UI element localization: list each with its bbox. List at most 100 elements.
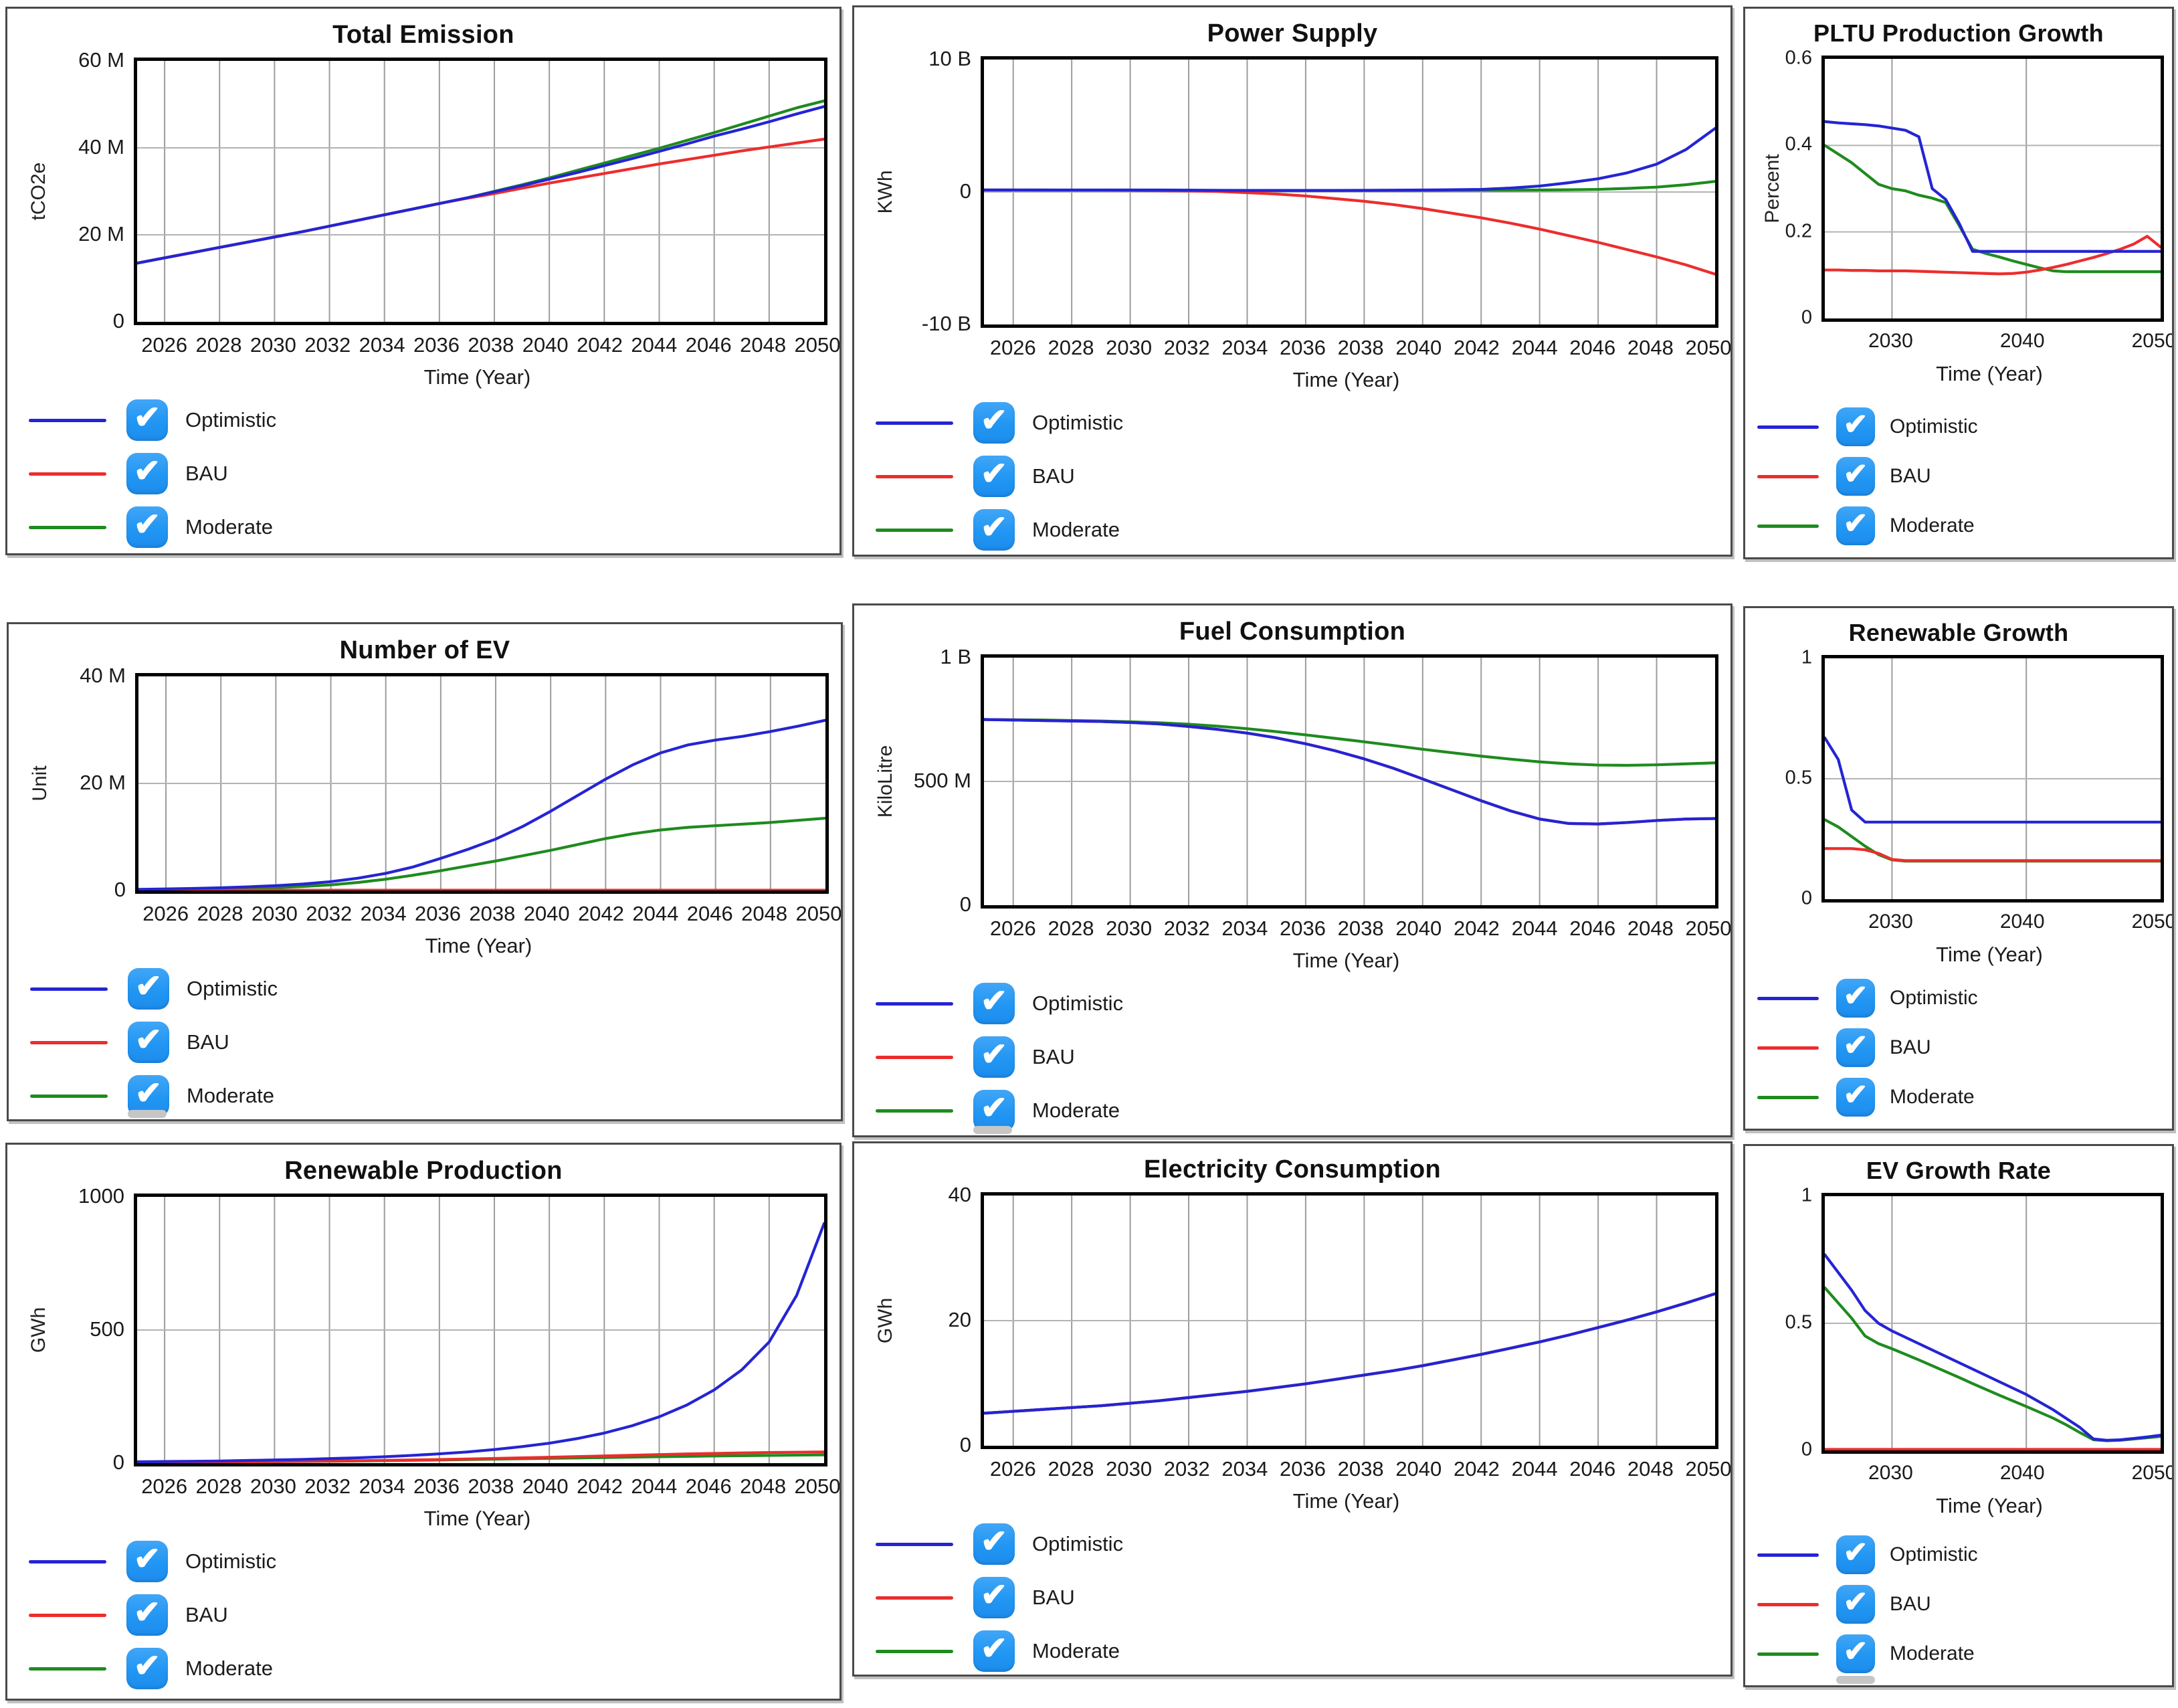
x-tick-label: 2040 — [1999, 1462, 2045, 1484]
legend-checkbox[interactable]: ✔ — [973, 1630, 1015, 1672]
x-tick-label: 2048 — [741, 902, 788, 925]
x-tick-labels: 2026 2028 2030 2032 2034 2036 2038 2040 2042 2044… — [23, 1469, 839, 1503]
x-tick-label: 2048 — [740, 1475, 787, 1498]
checkmark-icon: ✔ — [133, 1648, 161, 1684]
legend-checkbox[interactable]: ✔ — [1836, 979, 1875, 1018]
x-tick-label: 2028 — [195, 333, 242, 357]
legend-row: ✔ Moderate — [30, 1074, 825, 1117]
legend: ✔ Optimistic ✔ BAU ✔ Moderate — [870, 397, 1714, 554]
legend: ✔ Optimistic ✔ BAU ✔ Moderate — [1757, 1531, 2160, 1676]
chart-panel: PLTU Production Growth Percent 0.6 0.4 0.2… — [1743, 7, 2174, 559]
x-tick-label: 2040 — [1395, 917, 1442, 940]
legend-checkbox[interactable]: ✔ — [1836, 1634, 1875, 1673]
legend-row: ✔ Optimistic — [29, 399, 823, 442]
x-tick-label: 2030 — [1868, 1462, 1913, 1484]
x-tick-label: 2028 — [1048, 917, 1094, 940]
legend-checkbox[interactable]: ✔ — [973, 1523, 1015, 1565]
legend-checkbox[interactable]: ✔ — [1836, 1078, 1875, 1117]
y-tick-label: 0 — [1801, 887, 1812, 909]
x-tick-label: 2034 — [359, 333, 405, 357]
legend-checkbox[interactable]: ✔ — [973, 509, 1015, 551]
y-tick-label: 1 — [1801, 1184, 1812, 1206]
legend-row: ✔ BAU — [876, 1036, 1714, 1078]
legend: ✔ Optimistic ✔ BAU ✔ Moderate — [25, 963, 825, 1119]
legend-checkbox[interactable]: ✔ — [1836, 407, 1875, 446]
x-tick-label: 2050 — [794, 1475, 841, 1498]
x-axis-label-row: Time (Year) — [23, 1503, 823, 1536]
y-tick-labels: 1 0.5 0 — [1757, 1185, 1821, 1460]
legend-checkbox[interactable]: ✔ — [973, 1090, 1015, 1131]
legend-checkbox[interactable]: ✔ — [973, 1036, 1015, 1078]
legend: ✔ Optimistic ✔ BAU ✔ Moderate — [23, 395, 823, 551]
legend: ✔ Optimistic ✔ BAU ✔ Moderate — [1757, 403, 2160, 548]
legend-color-line — [876, 1649, 953, 1653]
y-tick-label: 0 — [959, 892, 971, 916]
x-tick-label: 2026 — [141, 1475, 188, 1498]
legend-checkbox[interactable]: ✔ — [126, 1541, 168, 1582]
y-tick-label: 0 — [112, 1450, 124, 1474]
x-tick-label: 2028 — [1048, 336, 1094, 359]
y-tick-labels: 10 B 0 -10 B — [870, 47, 981, 335]
legend-checkbox[interactable]: ✔ — [128, 1075, 169, 1117]
legend-checkbox[interactable]: ✔ — [126, 453, 168, 494]
x-tick-label: 2050 — [1685, 336, 1732, 359]
legend-row: ✔ Moderate — [876, 1089, 1714, 1132]
legend-checkbox[interactable]: ✔ — [128, 1022, 169, 1063]
chart-panel: EV Growth Rate 1 0.5 0 2030 2040 2050 Time (… — [1743, 1144, 2174, 1687]
legend-row: ✔ Optimistic — [30, 967, 825, 1010]
y-tick-label: 0.4 — [1785, 133, 1812, 155]
legend-checkbox[interactable]: ✔ — [1836, 1585, 1875, 1624]
legend-label: Optimistic — [1890, 1543, 1978, 1565]
legend-checkbox[interactable]: ✔ — [128, 968, 169, 1010]
legend-label: Moderate — [1032, 518, 1120, 541]
x-tick-label: 2050 — [2131, 330, 2174, 352]
x-tick-label: 2030 — [1868, 330, 1913, 352]
legend-color-line — [876, 474, 953, 478]
legend-row: ✔ Moderate — [1757, 506, 2160, 545]
chart-canvas — [1825, 658, 2161, 899]
legend-color-line — [876, 1002, 953, 1006]
chart-panel: Renewable Growth 1 0.5 0 2030 2040 2050 Time… — [1743, 606, 2174, 1131]
x-tick-label: 2050 — [2131, 911, 2174, 933]
legend-color-line — [876, 421, 953, 425]
legend-checkbox[interactable]: ✔ — [126, 1648, 168, 1689]
legend-checkbox[interactable]: ✔ — [973, 1577, 1015, 1618]
legend-label: Optimistic — [1890, 987, 1978, 1009]
legend-color-line — [29, 418, 106, 422]
y-tick-label: 1 B — [940, 645, 971, 668]
checkmark-icon: ✔ — [1843, 408, 1868, 441]
x-tick-label: 2046 — [686, 902, 733, 925]
chart-panel: Power Supply KWh 10 B 0 -10 B 2026 2028 2030… — [852, 5, 1733, 557]
x-tick-label: 2032 — [1163, 336, 1210, 359]
legend-checkbox[interactable]: ✔ — [973, 402, 1015, 444]
y-tick-label: 500 M — [913, 769, 971, 792]
x-tick-label: 2048 — [1627, 1457, 1674, 1481]
legend-checkbox[interactable]: ✔ — [973, 456, 1015, 497]
chart-title: Total Emission — [332, 21, 514, 49]
legend-checkbox[interactable]: ✔ — [973, 983, 1015, 1024]
legend-label: Moderate — [1890, 1086, 1975, 1108]
legend-checkbox[interactable]: ✔ — [1836, 457, 1875, 496]
x-axis-label: Time (Year) — [1292, 368, 1400, 391]
legend-checkbox[interactable]: ✔ — [1836, 506, 1875, 545]
legend-checkbox[interactable]: ✔ — [1836, 1535, 1875, 1574]
legend-label: Moderate — [187, 1084, 274, 1107]
legend-checkbox[interactable]: ✔ — [1836, 1028, 1875, 1067]
x-axis-label-row: Time (Year) — [870, 1485, 1714, 1519]
legend-checkbox[interactable]: ✔ — [126, 399, 168, 441]
plot-area — [1821, 56, 2164, 322]
legend-color-line — [1757, 1046, 1819, 1050]
chart-canvas — [1825, 59, 2161, 318]
chart-canvas — [984, 658, 1715, 905]
x-tick-label: 2046 — [1569, 1457, 1616, 1481]
x-tick-label: 2030 — [1106, 1457, 1153, 1481]
y-tick-labels: 40 20 0 — [870, 1183, 981, 1456]
legend-checkbox[interactable]: ✔ — [126, 1594, 168, 1636]
legend-row: ✔ BAU — [1757, 1585, 2160, 1624]
legend-checkbox[interactable]: ✔ — [126, 506, 168, 548]
x-tick-label: 2030 — [251, 902, 298, 925]
x-tick-label: 2030 — [1106, 336, 1153, 359]
legend-label: Moderate — [185, 515, 273, 539]
